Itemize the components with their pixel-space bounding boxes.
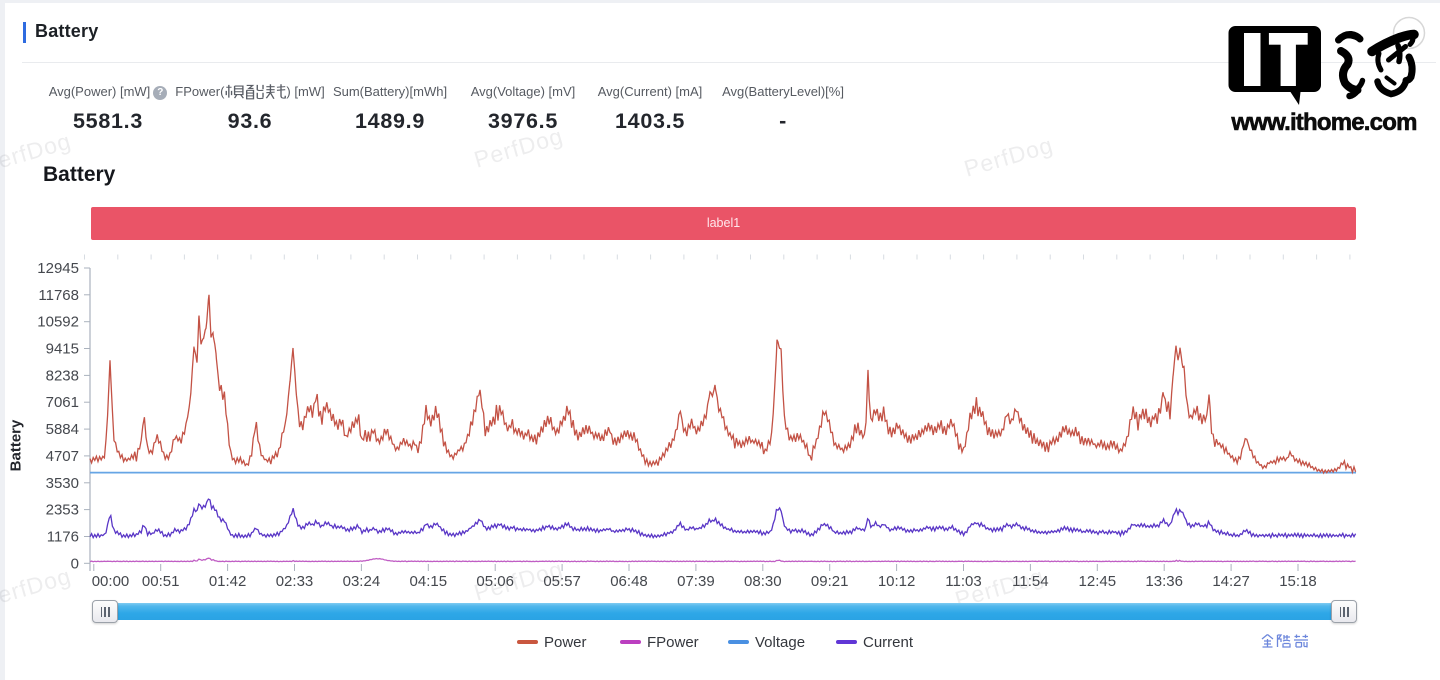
svg-text:3530: 3530	[46, 475, 79, 492]
svg-text:06:48: 06:48	[610, 573, 648, 590]
svg-text:15:18: 15:18	[1279, 573, 1317, 590]
svg-text:1176: 1176	[47, 529, 79, 546]
svg-text:00:00: 00:00	[92, 573, 130, 590]
svg-text:2353: 2353	[46, 502, 79, 519]
svg-text:11:03: 11:03	[945, 573, 981, 590]
svg-text:9415: 9415	[46, 341, 79, 358]
svg-text:7061: 7061	[46, 394, 79, 411]
svg-text:5884: 5884	[46, 421, 79, 438]
svg-text:8238: 8238	[46, 367, 79, 384]
svg-text:04:15: 04:15	[410, 573, 448, 590]
svg-text:14:27: 14:27	[1212, 573, 1250, 590]
svg-text:4707: 4707	[46, 448, 79, 465]
svg-text:10:12: 10:12	[878, 573, 916, 590]
svg-text:07:39: 07:39	[677, 573, 715, 590]
svg-text:05:57: 05:57	[543, 573, 581, 590]
svg-text:0: 0	[71, 555, 79, 572]
svg-text:02:33: 02:33	[276, 573, 314, 590]
svg-text:09:21: 09:21	[811, 573, 849, 590]
svg-text:11768: 11768	[38, 287, 79, 304]
svg-text:01:42: 01:42	[209, 573, 247, 590]
svg-text:13:36: 13:36	[1145, 573, 1183, 590]
svg-text:08:30: 08:30	[744, 573, 782, 590]
svg-text:00:51: 00:51	[142, 573, 180, 590]
svg-text:12945: 12945	[37, 260, 79, 277]
svg-text:05:06: 05:06	[476, 573, 514, 590]
svg-text:03:24: 03:24	[343, 573, 381, 590]
svg-text:11:54: 11:54	[1012, 573, 1048, 590]
svg-text:12:45: 12:45	[1079, 573, 1117, 590]
svg-text:10592: 10592	[37, 314, 79, 331]
